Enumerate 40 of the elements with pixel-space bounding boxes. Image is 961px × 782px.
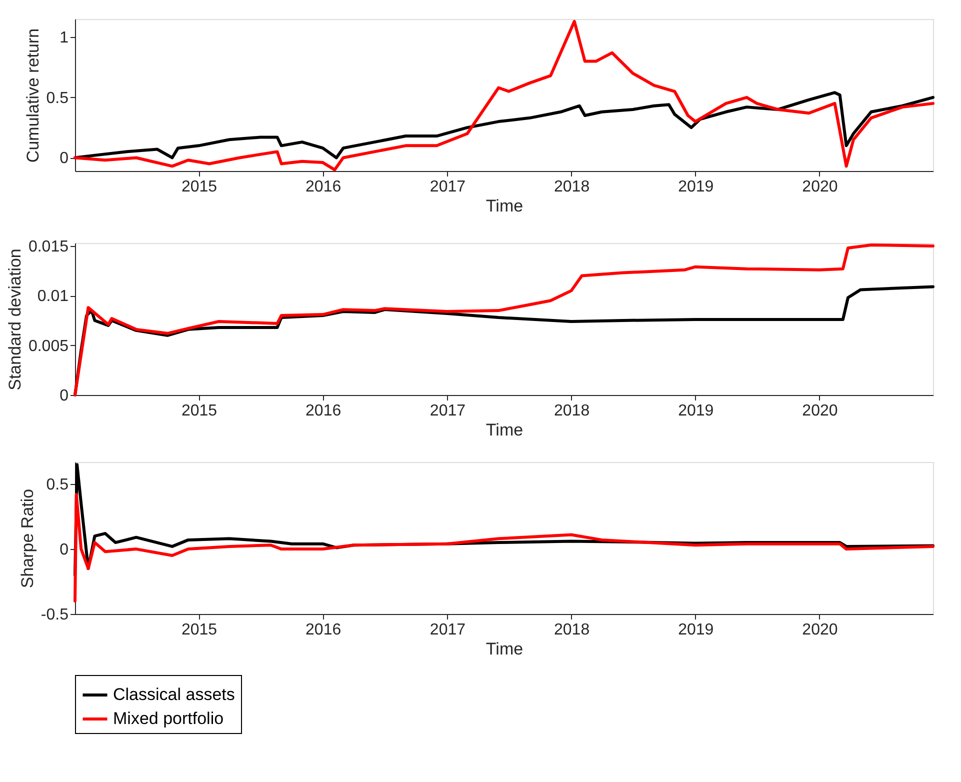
y-tick-label: 0	[60, 150, 69, 168]
x-axis-title: Time	[486, 196, 524, 216]
x-tick-label: 2020	[802, 178, 838, 196]
x-tick-label: 2020	[802, 402, 838, 420]
y-tick-label: -0.5	[40, 606, 69, 624]
y-tick-label: 0.5	[46, 90, 69, 107]
x-tick-label: 2016	[306, 622, 342, 638]
legend-label: Classical assets	[113, 685, 235, 704]
x-axis-title: Time	[486, 640, 524, 658]
x-tick-label: 2019	[678, 622, 714, 638]
line-series	[74, 492, 934, 603]
legend-label: Mixed portfolio	[113, 709, 224, 728]
y-axis-title: Sharpe Ratio	[18, 488, 37, 588]
x-tick-label: 2015	[181, 178, 218, 196]
x-tick-label: 2019	[678, 178, 714, 196]
line-series	[74, 243, 934, 396]
x-tick-label: 2018	[554, 402, 590, 420]
y-tick-label: 0.01	[37, 288, 69, 306]
x-tick-label: 2019	[678, 402, 714, 420]
x-tick-label: 2016	[306, 178, 342, 196]
x-tick-label: 2015	[181, 402, 218, 420]
line-series	[74, 20, 934, 172]
x-tick-label: 2016	[306, 402, 342, 420]
line-series	[74, 91, 934, 160]
x-tick-label: 2018	[554, 622, 590, 638]
y-tick-label: 0.5	[46, 476, 69, 494]
x-tick-label: 2017	[430, 622, 466, 638]
y-tick-label: 0	[60, 542, 69, 559]
x-axis-title: Time	[486, 420, 524, 440]
x-tick-label: 2017	[430, 402, 466, 420]
y-axis-title: Standard deviation	[5, 248, 24, 390]
x-tick-label: 2020	[802, 622, 838, 638]
x-tick-label: 2018	[554, 178, 590, 196]
x-tick-label: 2017	[430, 178, 466, 196]
y-tick-label: 0.015	[28, 238, 69, 256]
y-tick-label: 0	[60, 388, 69, 404]
y-tick-label: 1	[60, 30, 69, 47]
y-tick-label: 0.005	[28, 338, 69, 355]
x-tick-label: 2015	[181, 622, 218, 638]
y-axis-title: Cumulative return	[23, 28, 42, 163]
